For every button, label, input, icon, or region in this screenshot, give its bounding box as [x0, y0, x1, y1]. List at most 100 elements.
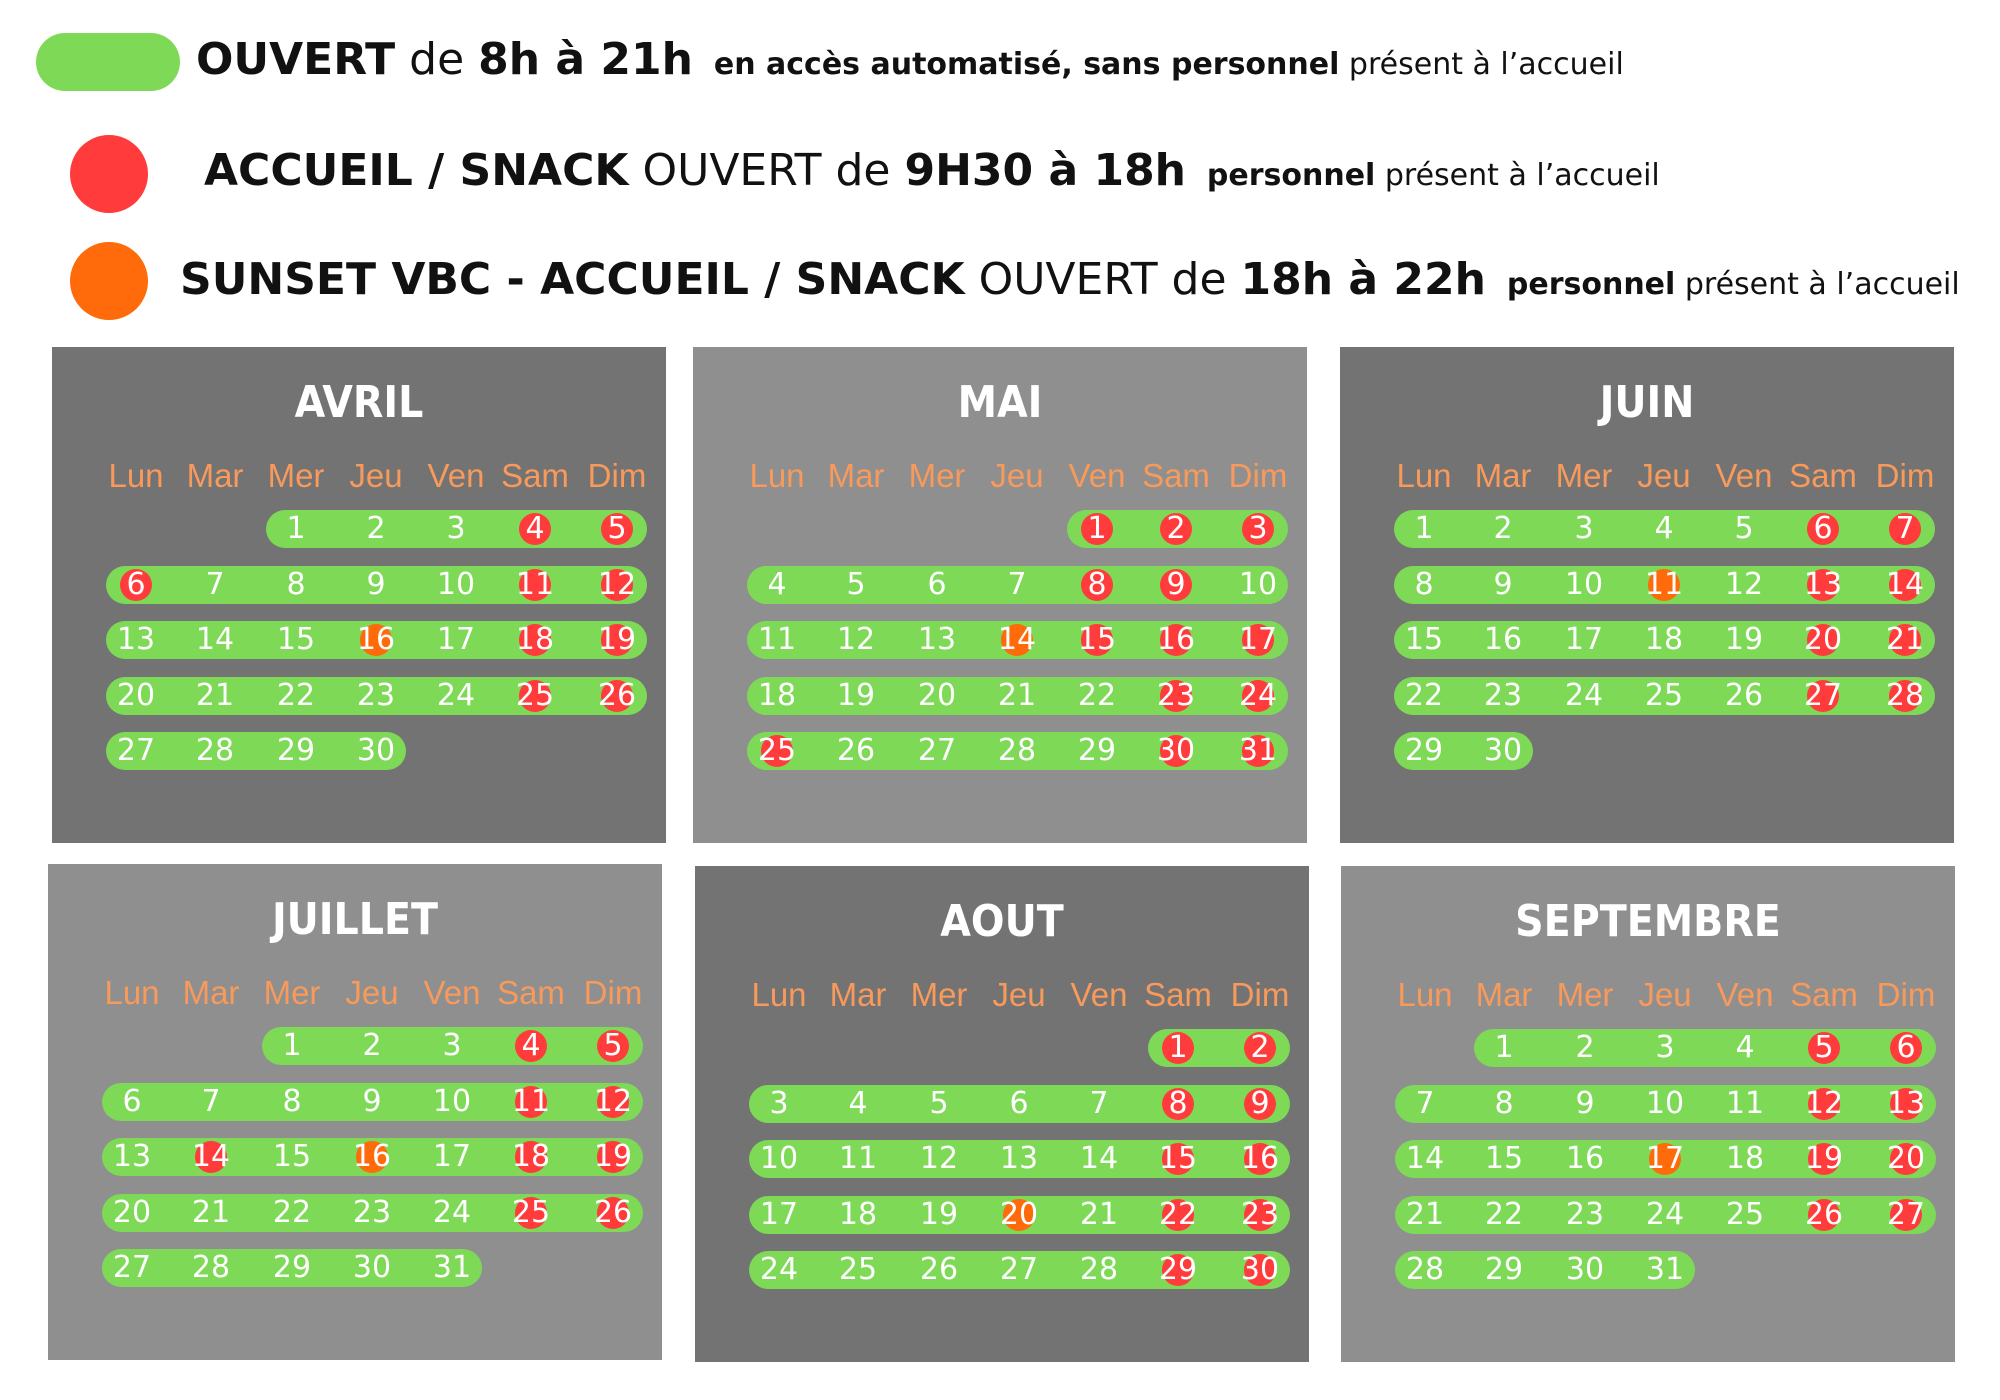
day-number: 12 [1724, 566, 1764, 602]
day-number: 25 [757, 733, 797, 768]
day-number: 24 [759, 1252, 799, 1287]
day-cell: 29 [1058, 732, 1137, 770]
day-number: 28 [997, 733, 1037, 768]
weekday-header: Mer [908, 457, 966, 494]
legend-green-swatch [36, 33, 180, 91]
staffed-day-dot [1160, 624, 1192, 656]
day-cell: 15 [1465, 1140, 1544, 1178]
day-cell: 17 [1545, 621, 1624, 659]
day-cell: 6 [898, 566, 977, 604]
staffed-day-dot [1160, 679, 1192, 712]
staffed-day-dot [1160, 568, 1192, 601]
day-number: 9 [1250, 1085, 1270, 1121]
day-number: 15 [1484, 1141, 1524, 1176]
legend-orange-part: SUNSET VBC - ACCUEIL / SNACK [180, 254, 965, 305]
open-bar [106, 565, 647, 604]
day-cell: 26 [574, 1194, 653, 1232]
staffed-day-dot [1242, 624, 1274, 656]
weekday-header: Lun [108, 457, 164, 494]
day-number: 11 [1644, 566, 1684, 602]
staffed-day-dot [1160, 513, 1192, 545]
staffed-day-dot [1162, 1087, 1194, 1120]
day-number: 20 [1886, 1141, 1926, 1176]
day-cell: 18 [1706, 1140, 1785, 1178]
weekday-header: Dim [1228, 457, 1288, 494]
day-number: 24 [1645, 1196, 1685, 1232]
day-number: 18 [757, 677, 797, 713]
day-number: 3 [1248, 511, 1268, 546]
staffed-day-dot [1244, 1254, 1276, 1286]
day-number: 10 [1238, 566, 1278, 602]
month-title: AOUT [940, 896, 1064, 947]
month-title: JUILLET [271, 894, 439, 945]
day-cell: 10 [417, 566, 496, 604]
day-number: 17 [1645, 1141, 1685, 1176]
day-number: 13 [917, 622, 957, 657]
staffed-day-dot [515, 1141, 547, 1173]
day-cell: 19 [574, 1138, 653, 1176]
day-cell: 7 [172, 1083, 251, 1121]
day-cell: 22 [1385, 677, 1464, 715]
day-cell: 4 [1625, 510, 1704, 548]
staffed-day-dot [1244, 1032, 1276, 1064]
day-number: 24 [432, 1194, 472, 1230]
day-cell: 25 [1706, 1196, 1785, 1234]
day-number: 2 [1166, 511, 1186, 546]
day-cell: 2 [1546, 1029, 1625, 1067]
day-cell: 17 [740, 1196, 819, 1234]
day-cell: 4 [496, 510, 575, 548]
day-cell: 21 [1386, 1196, 1465, 1234]
day-cell: 13 [898, 621, 977, 659]
day-number: 27 [116, 733, 156, 768]
day-number: 15 [272, 1139, 312, 1174]
day-cell: 6 [1784, 510, 1863, 548]
day-number: 16 [1565, 1141, 1605, 1176]
weekday-header: Sam [497, 974, 565, 1011]
staffed-day-dot [1242, 679, 1274, 712]
day-number: 1 [1087, 511, 1107, 546]
legend-red-swatch [70, 135, 148, 213]
day-number: 2 [1493, 511, 1513, 546]
day-number: 12 [836, 622, 876, 657]
legend-red-part: 9H30 à 18h [904, 145, 1187, 196]
day-number: 19 [1724, 622, 1764, 657]
day-cell: 16 [1464, 621, 1543, 659]
day-cell: 8 [253, 1083, 332, 1121]
day-number: 25 [511, 1194, 551, 1230]
day-number: 28 [1885, 677, 1925, 713]
day-cell: 9 [1546, 1085, 1625, 1123]
day-number: 18 [515, 622, 555, 657]
day-cell: 27 [1867, 1196, 1946, 1234]
day-cell: 13 [1784, 566, 1863, 604]
day-number: 5 [846, 566, 866, 602]
staffed-day-dot [1808, 1143, 1840, 1175]
day-cell: 23 [1137, 677, 1216, 715]
legend-orange-text: SUNSET VBC - ACCUEIL / SNACK OUVERT de 1… [180, 254, 1960, 305]
day-number: 9 [362, 1083, 382, 1119]
day-number: 1 [1168, 1030, 1188, 1065]
day-number: 2 [366, 511, 386, 546]
staffed-day-dot [1808, 1198, 1840, 1231]
day-number: 13 [116, 622, 156, 657]
day-cell: 17 [1219, 621, 1298, 659]
day-cell: 14 [1866, 566, 1945, 604]
open-bar [747, 676, 1288, 715]
day-cell: 8 [1058, 566, 1137, 604]
open-bar [1394, 676, 1935, 715]
open-bar [1474, 1029, 1936, 1067]
day-number: 21 [1405, 1196, 1445, 1232]
day-cell: 8 [1385, 566, 1464, 604]
legend-green-part: 8h à 21h [478, 34, 693, 85]
day-number: 9 [366, 566, 386, 602]
day-number: 31 [1645, 1252, 1685, 1287]
staffed-day-dot [1807, 513, 1839, 545]
day-number: 13 [1803, 566, 1843, 602]
day-number: 26 [836, 733, 876, 768]
staffed-day-dot [1890, 1143, 1922, 1175]
day-cell: 26 [1785, 1196, 1864, 1234]
day-number: 17 [1564, 622, 1604, 657]
day-number: 8 [1414, 566, 1434, 602]
day-number: 21 [195, 677, 235, 713]
open-bar [266, 510, 647, 548]
day-cell: 2 [333, 1027, 412, 1065]
